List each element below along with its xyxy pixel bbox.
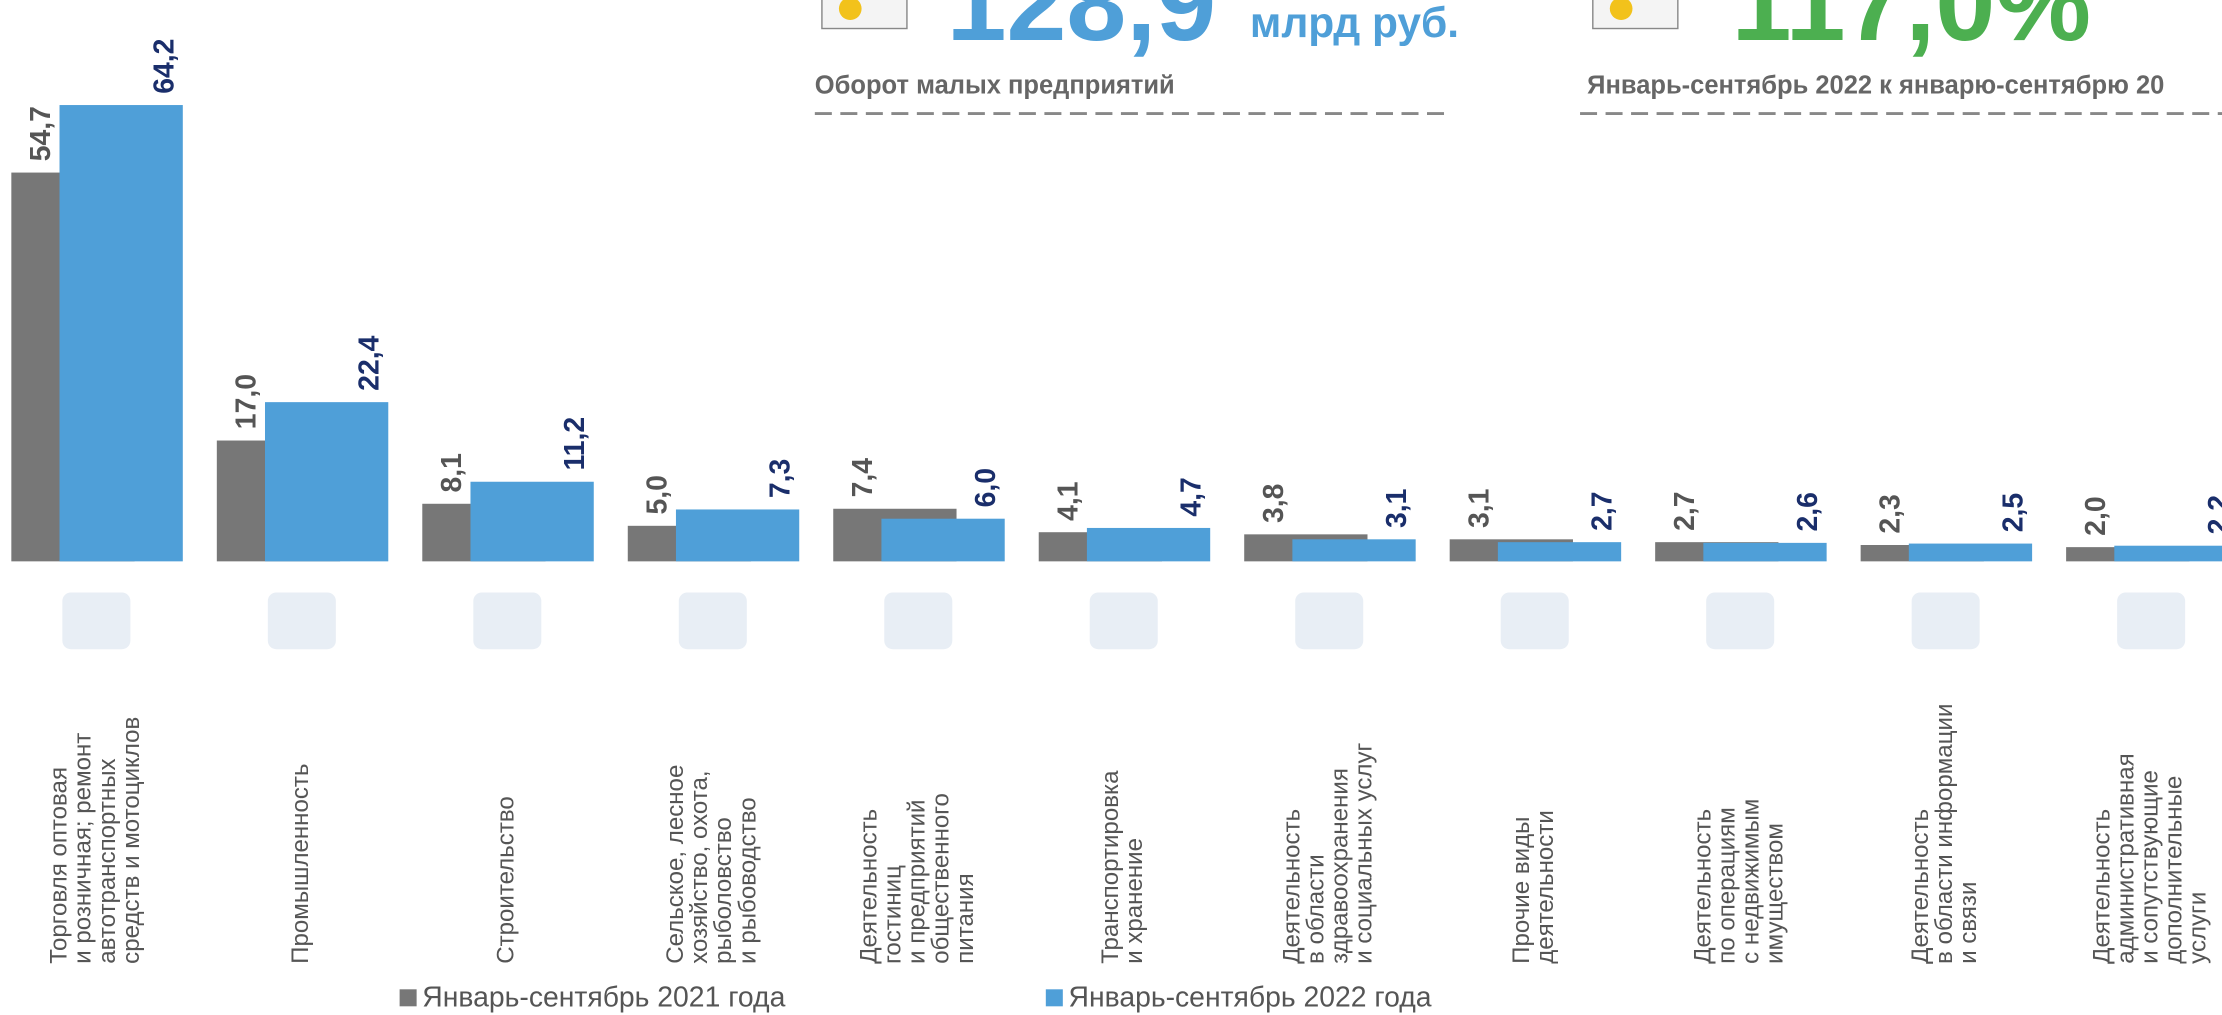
x-tick-label: питания [952,873,979,963]
value-label: 2,7 [1669,491,1701,530]
x-tick-label: Торговля оптовая [46,767,73,964]
x-tick-label: и рыбоводство [734,797,761,963]
value-label: 2,3 [1874,494,1906,533]
value-label: 2,5 [1998,493,2030,532]
icon [1501,593,1569,650]
value-label: 5,0 [641,475,673,514]
value-label: 7,4 [847,458,879,498]
bar [470,482,593,562]
x-tick-label: хозяйство, охота, [686,770,713,963]
x-tick-label: и сопутствующие [2137,770,2164,964]
growth-caption: Январь-сентябрь 2022 к январю-сентябрю 2… [1587,72,2164,100]
legend-swatch [400,989,417,1006]
icon [679,593,747,650]
x-tick-label: и розничная; ремонт [70,733,97,964]
icon [62,593,130,650]
value-label: 4,7 [1176,477,1208,516]
value-label: 2,0 [2080,496,2112,535]
value-label: 8,1 [436,453,468,492]
value-label: 17,0 [230,374,262,429]
x-tick-label: Деятельность [1907,809,1934,964]
x-tick-label: административная [2112,753,2139,964]
icon [1706,593,1774,650]
x-tick-label: Деятельность [2088,809,2115,964]
x-tick-label: автотранспортных [94,758,121,963]
value-label: 6,0 [970,468,1002,507]
x-tick-label: Прочие виды [1508,817,1535,964]
x-tick-label: в области информации [1931,704,1958,964]
bar [1703,543,1826,561]
growth-value: 117,0% [1732,0,2091,63]
value-label: 3,1 [1463,489,1495,528]
x-tick-label: Строительство [493,796,520,964]
x-tick-label: Сельское, лесное [662,765,689,964]
bar [60,105,183,561]
x-tick-label: и социальных услуг [1351,743,1378,964]
value-label: 7,3 [765,459,797,498]
turnover-caption: Оборот малых предприятий [815,72,1175,100]
x-tick-label: услуги [2185,892,2212,964]
icon [1295,593,1363,650]
x-tick-label: и предприятий [904,799,931,963]
icon [473,593,541,650]
value-label: 22,4 [354,335,386,390]
icon [1593,0,1678,29]
bar [881,519,1004,562]
bar [265,402,388,561]
x-tick-label: гостиниц [880,865,907,964]
legend-label: Январь-сентябрь 2022 года [1068,982,1431,1014]
value-label: 2,2 [2203,495,2222,534]
value-label: 54,7 [25,106,57,161]
icon [268,593,336,650]
x-tick-label: и связи [1955,882,1982,964]
x-tick-label: средств и мотоциклов [118,717,145,964]
x-tick-label: имуществом [1762,823,1789,964]
value-label: 3,1 [1381,489,1413,528]
x-tick-label: Промышленность [287,763,314,963]
icon [1912,593,1980,650]
x-tick-label: общественного [928,793,955,964]
icon [822,0,907,29]
x-tick-label: Деятельность [1689,809,1716,964]
chart: 128,9 млрд руб. Оборот малых предприятий… [0,0,2222,1015]
value-label: 2,6 [1792,492,1824,531]
x-tick-label: деятельности [1532,810,1559,964]
x-tick-label: дополнительные [2161,776,2188,964]
icon [2117,593,2185,650]
x-tick-label: по операциям [1714,807,1741,964]
x-tick-label: рыболовство [710,817,737,964]
turnover-value: 128,9 [947,0,1216,63]
icon [1090,593,1158,650]
x-tick-label: с недвижимым [1738,799,1765,964]
bar [1498,542,1621,561]
bar [1292,539,1415,561]
value-label: 3,8 [1258,484,1290,523]
bar [1087,528,1210,561]
x-tick-label: Транспортировка [1097,770,1124,964]
value-label: 64,2 [148,39,180,94]
x-tick-label: в области [1303,854,1330,964]
value-label: 11,2 [559,417,591,471]
value-label: 2,7 [1587,491,1619,530]
value-label: 4,1 [1052,481,1084,520]
turnover-unit: млрд руб. [1250,0,1459,47]
x-tick-label: здравоохранения [1327,768,1354,964]
legend-swatch [1046,989,1063,1006]
bar [2114,546,2222,562]
legend-label: Январь-сентябрь 2021 года [422,982,785,1014]
x-tick-label: Деятельность [855,809,882,964]
bar [1909,544,2032,562]
bar [676,509,799,561]
icon [884,593,952,650]
x-tick-label: Деятельность [1278,809,1305,964]
x-tick-label: и хранение [1121,838,1148,964]
